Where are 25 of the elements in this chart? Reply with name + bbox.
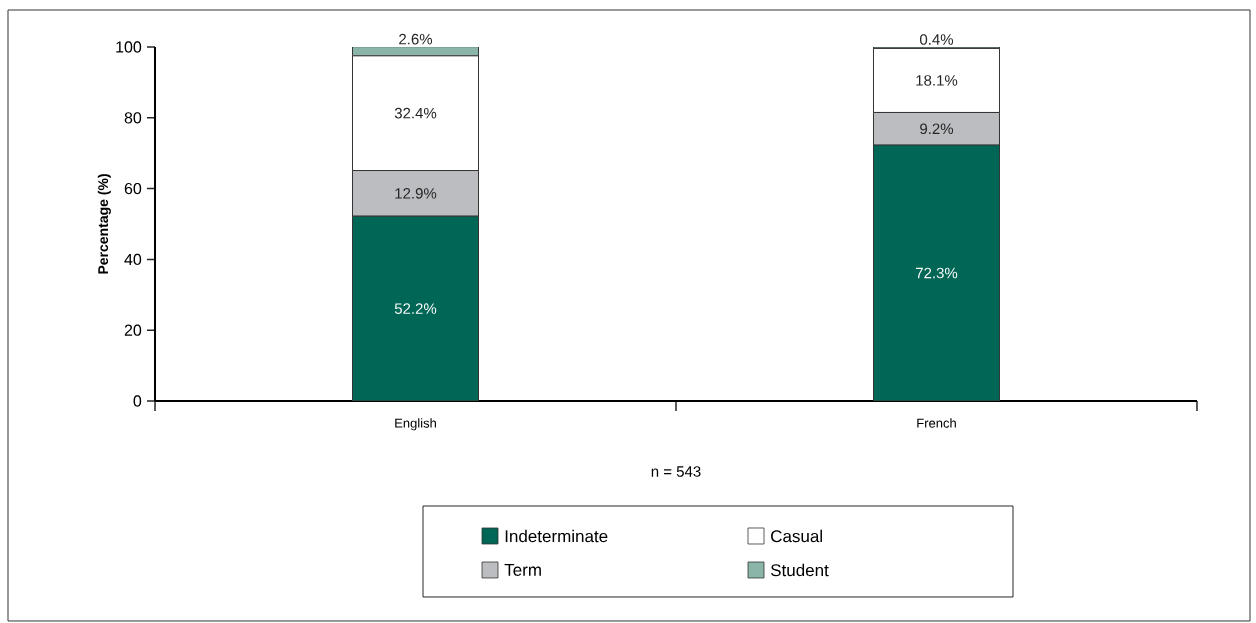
data-label: 18.1% [916, 75, 958, 86]
bar [352, 46, 479, 57]
bar [873, 144, 1000, 401]
y-tick-label: 60 [124, 182, 142, 195]
legend-label: Casual [771, 529, 822, 543]
y-tick-label: 40 [124, 253, 142, 266]
data-label: 0.4% [919, 34, 954, 45]
y-tick-label: 80 [124, 112, 142, 124]
y-tick-label: 100 [116, 41, 142, 53]
data-label: 32.4% [394, 107, 437, 119]
y-tick-label: 0 [133, 395, 142, 407]
legend-label: Term [504, 564, 541, 576]
x-axis-title: n = 543 [651, 466, 701, 477]
data-label: 9.2% [920, 123, 954, 135]
y-tick-label: 20 [124, 324, 142, 336]
legend-label: Student [770, 563, 829, 577]
data-label: 12.9% [395, 188, 437, 199]
x-tick-label: French [917, 418, 956, 428]
data-label: 52.2% [394, 303, 437, 314]
data-label: 2.6% [399, 33, 433, 45]
bar [352, 215, 479, 401]
data-label: 72.3% [916, 267, 958, 279]
legend-label: Indeterminate [505, 529, 608, 543]
y-axis-title: Percentage (%) [97, 174, 111, 274]
x-tick-label: English [395, 418, 436, 431]
